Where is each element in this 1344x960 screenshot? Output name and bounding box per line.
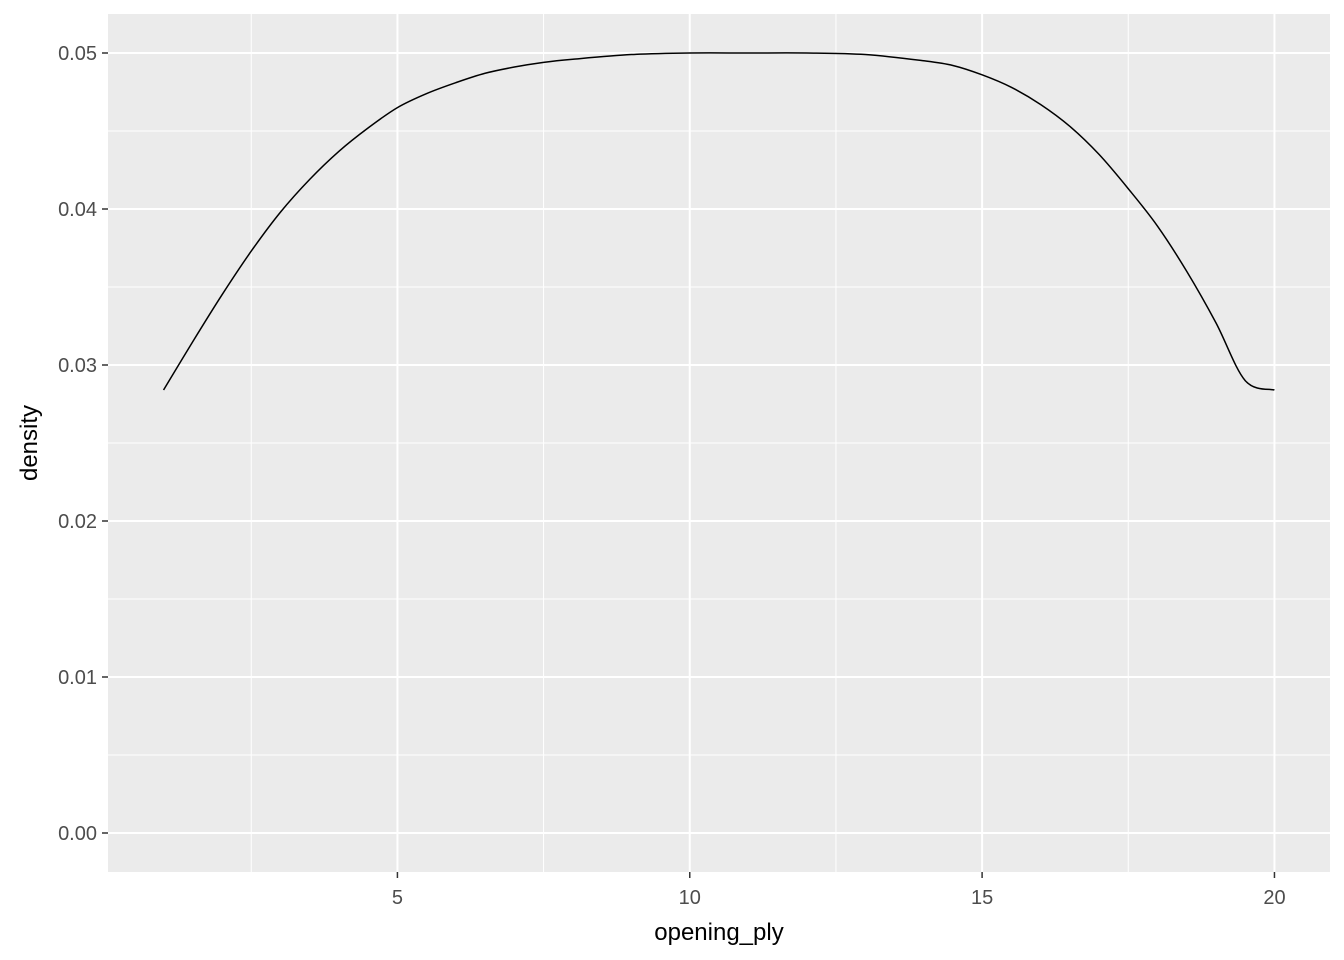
y-axis: 0.00 0.01 0.02 0.03 0.04 0.05 xyxy=(58,43,108,845)
y-tick-label: 0.02 xyxy=(58,511,97,533)
y-tick-label: 0.01 xyxy=(58,667,97,689)
y-tick-label: 0.04 xyxy=(58,199,97,221)
y-tick-label: 0.03 xyxy=(58,355,97,377)
x-tick-label: 15 xyxy=(971,887,993,909)
x-tick-label: 5 xyxy=(392,887,403,909)
y-tick-label: 0.05 xyxy=(58,43,97,65)
x-axis: 5 10 15 20 xyxy=(392,872,1286,909)
density-curve xyxy=(162,52,1275,391)
y-axis-title: density xyxy=(16,405,43,481)
y-tick-label: 0.00 xyxy=(58,823,97,845)
x-axis-title: opening_ply xyxy=(654,919,783,946)
x-tick-label: 10 xyxy=(679,887,701,909)
series-layer xyxy=(162,52,1275,391)
minor-gridlines xyxy=(108,14,1330,872)
x-tick-label: 20 xyxy=(1263,887,1285,909)
